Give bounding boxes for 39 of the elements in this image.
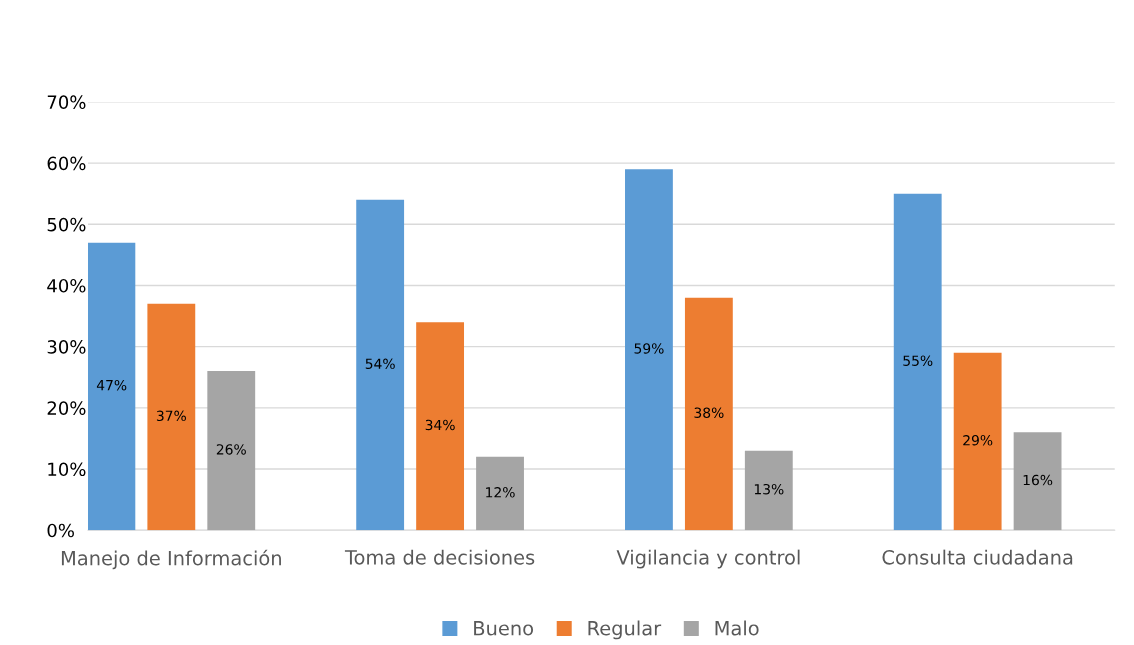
x-tick-label: Vigilancia y control: [616, 549, 800, 569]
bar: [684, 297, 733, 531]
data-label: 13%: [754, 483, 784, 495]
bar: [356, 199, 405, 531]
legend-label: Regular: [588, 620, 662, 640]
bar: [147, 303, 196, 531]
data-label: 59%: [634, 343, 664, 354]
bar: [1013, 432, 1062, 531]
legend-label: Bueno: [474, 621, 534, 636]
y-tick-label: 40%: [47, 278, 86, 293]
data-label: 16%: [1023, 474, 1053, 486]
y-tick-label: 10%: [48, 462, 86, 477]
x-tick-label: Toma de decisiones: [344, 549, 535, 565]
bar: [893, 193, 942, 531]
bar: [625, 169, 673, 531]
data-label: 54%: [365, 358, 395, 370]
data-label: 55%: [903, 355, 933, 366]
y-tick-label: 30%: [47, 340, 86, 354]
data-label: 38%: [694, 407, 724, 418]
bar: [416, 322, 465, 531]
bar: [476, 456, 524, 531]
y-tick-label: 70%: [47, 95, 86, 110]
legend-label: Malo: [715, 620, 759, 636]
x-tick-label: Consulta ciudadana: [882, 549, 1073, 565]
y-tick-label: 0%: [47, 523, 74, 538]
bar: [207, 371, 256, 531]
y-tick-label: 60%: [47, 156, 86, 171]
bar: [744, 450, 793, 531]
data-label: 26%: [216, 444, 246, 455]
bar: [88, 242, 136, 531]
data-label: 12%: [486, 487, 515, 498]
data-label: 29%: [963, 435, 993, 446]
data-label: 34%: [425, 419, 455, 431]
y-tick-label: 50%: [47, 217, 86, 232]
y-tick-label: 20%: [47, 401, 86, 415]
bar: [953, 352, 1002, 531]
x-tick-label: Manejo de Información: [61, 549, 281, 570]
data-label: 47%: [96, 379, 127, 391]
data-label: 37%: [156, 410, 186, 422]
